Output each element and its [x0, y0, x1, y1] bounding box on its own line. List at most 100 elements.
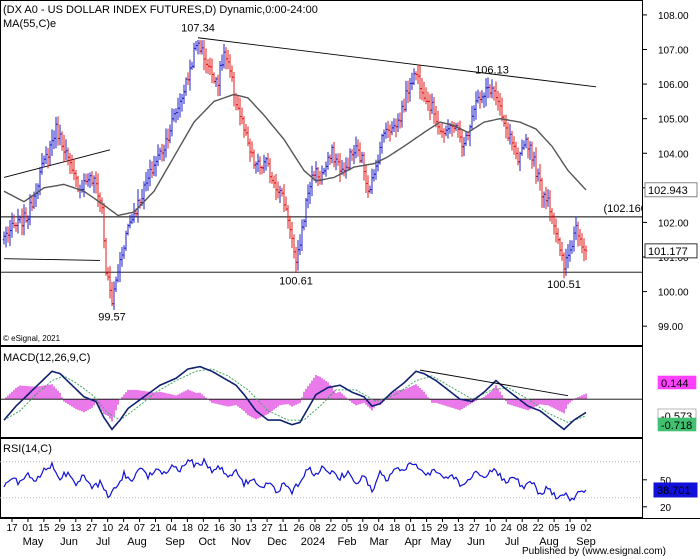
x-month-label: Mar	[370, 536, 389, 548]
ohlc-bar	[584, 245, 588, 261]
rsi-label: RSI(14,C)	[3, 443, 52, 455]
x-tick-label: 10	[485, 523, 497, 534]
trendline-1	[3, 149, 111, 178]
x-tick-label: 13	[70, 523, 82, 534]
x-tick-label: 27	[262, 523, 274, 534]
price-annotation: 100.61	[279, 275, 313, 287]
x-month-label: 2024	[301, 536, 325, 548]
x-tick-label: 17	[6, 523, 18, 534]
x-tick-label: 08	[309, 523, 321, 534]
x-tick-label: 01	[405, 523, 417, 534]
x-tick-label: 07	[134, 523, 146, 534]
x-tick-label: 26	[293, 523, 305, 534]
macd-panel-frame	[0, 346, 643, 438]
rsi-panel	[0, 457, 642, 502]
x-tick-label: 22	[325, 523, 337, 534]
x-tick-label: 24	[118, 523, 130, 534]
rsi-y-tick-label: 20	[660, 503, 672, 514]
watermark: © eSignal, 2021	[3, 334, 61, 343]
x-tick-label: 24	[501, 523, 513, 534]
x-month-label: Jun	[467, 536, 485, 548]
x-tick-label: 19	[564, 523, 576, 534]
price-y-tick-label: 104.00	[658, 149, 689, 160]
x-tick-label: 08	[517, 523, 529, 534]
macd-signal-value: -0.718	[661, 420, 692, 432]
x-tick-label: 05	[341, 523, 353, 534]
macd-line	[3, 365, 587, 431]
x-month-label: Apr	[404, 536, 421, 548]
x-tick-label: 29	[54, 523, 66, 534]
x-month-label: Nov	[231, 536, 251, 548]
macd-label: MACD(12,26,9,C)	[3, 352, 90, 364]
macd-signal-value-box	[657, 417, 697, 432]
price-panel: 107.34 106.13 100.61 99.57 100.51 (102.160)	[0, 23, 650, 323]
price-y-tick-label: 107.00	[658, 46, 689, 57]
x-month-label: Jul	[505, 536, 519, 548]
x-tick-label: 11	[278, 523, 289, 534]
x-month-label: Jun	[60, 536, 78, 548]
rsi-value-box	[653, 482, 698, 498]
x-month-label: May	[23, 536, 44, 548]
rsi-panel-frame	[0, 438, 643, 518]
x-tick-label: 30	[230, 523, 242, 534]
price-y-tick-label: 102.00	[658, 218, 689, 229]
price-annotation: 106.13	[475, 65, 509, 77]
x-month-label: May	[431, 536, 452, 548]
x-tick-label: 27	[469, 523, 481, 534]
level-label: (102.160)	[603, 203, 650, 215]
ma-value-label: 102.943	[648, 185, 688, 197]
x-tick-label: 01	[22, 523, 34, 534]
last-price-box	[644, 243, 698, 259]
x-tick-label: 27	[86, 523, 98, 534]
ma-line	[3, 93, 587, 217]
x-tick-label: 18	[182, 523, 194, 534]
rsi-line	[3, 457, 587, 502]
rsi-value-label: 38.701	[657, 485, 691, 497]
ma-label: MA(55,C)e	[3, 18, 56, 30]
x-month-label: Sep	[576, 536, 596, 548]
macd-histogram-value: 0.144	[661, 378, 689, 390]
x-month-label: Sep	[165, 536, 185, 548]
price-y-tick-label: 108.00	[658, 11, 689, 22]
x-tick-label: 02	[580, 523, 592, 534]
x-month-label: Dec	[267, 536, 287, 548]
x-tick-label: 22	[533, 523, 545, 534]
ma-value-box	[644, 182, 698, 198]
x-tick-label: 04	[166, 523, 178, 534]
x-tick-label: 15	[38, 523, 50, 534]
x-month-label: Aug	[127, 536, 147, 548]
price-annotation: 100.51	[547, 279, 581, 291]
x-month-label: Feb	[338, 536, 357, 548]
x-month-label: Oct	[198, 536, 215, 548]
x-month-label: Aug	[539, 536, 559, 548]
axis-layer: 108.00107.00106.00105.00104.00103.00102.…	[6, 11, 698, 548]
x-tick-label: 04	[373, 523, 385, 534]
x-tick-label: 05	[549, 523, 561, 534]
x-tick-label: 13	[453, 523, 465, 534]
footer-credit: Published by (www.esignal.com)	[522, 546, 666, 557]
macd-histogram-value-box	[657, 375, 697, 390]
chart-title: (DX A0 - US DOLLAR INDEX FUTURES,D) Dyna…	[3, 4, 318, 16]
x-tick-label: 21	[150, 523, 162, 534]
x-tick-label: 16	[214, 523, 226, 534]
x-month-label: Jul	[96, 536, 110, 548]
price-annotation: 107.34	[181, 23, 215, 35]
price-annotation: 99.57	[98, 311, 126, 323]
trendline-3	[3, 258, 101, 261]
trendline-2	[197, 37, 597, 88]
x-tick-label: 29	[437, 523, 449, 534]
last-price-label: 101.177	[648, 246, 688, 258]
price-y-tick-label: 100.00	[658, 288, 689, 299]
price-y-tick-label: 105.00	[658, 115, 689, 126]
price-y-tick-label: 101.00	[658, 253, 689, 264]
x-tick-label: 18	[389, 523, 401, 534]
x-tick-label: 02	[198, 523, 210, 534]
price-y-tick-label: 106.00	[658, 80, 689, 91]
macd-panel	[0, 365, 642, 431]
x-tick-label: 10	[102, 523, 114, 534]
x-tick-label: 15	[421, 523, 433, 534]
price-y-tick-label: 99.00	[658, 322, 683, 333]
x-tick-label: 19	[357, 523, 369, 534]
macd-trendline	[419, 369, 569, 397]
